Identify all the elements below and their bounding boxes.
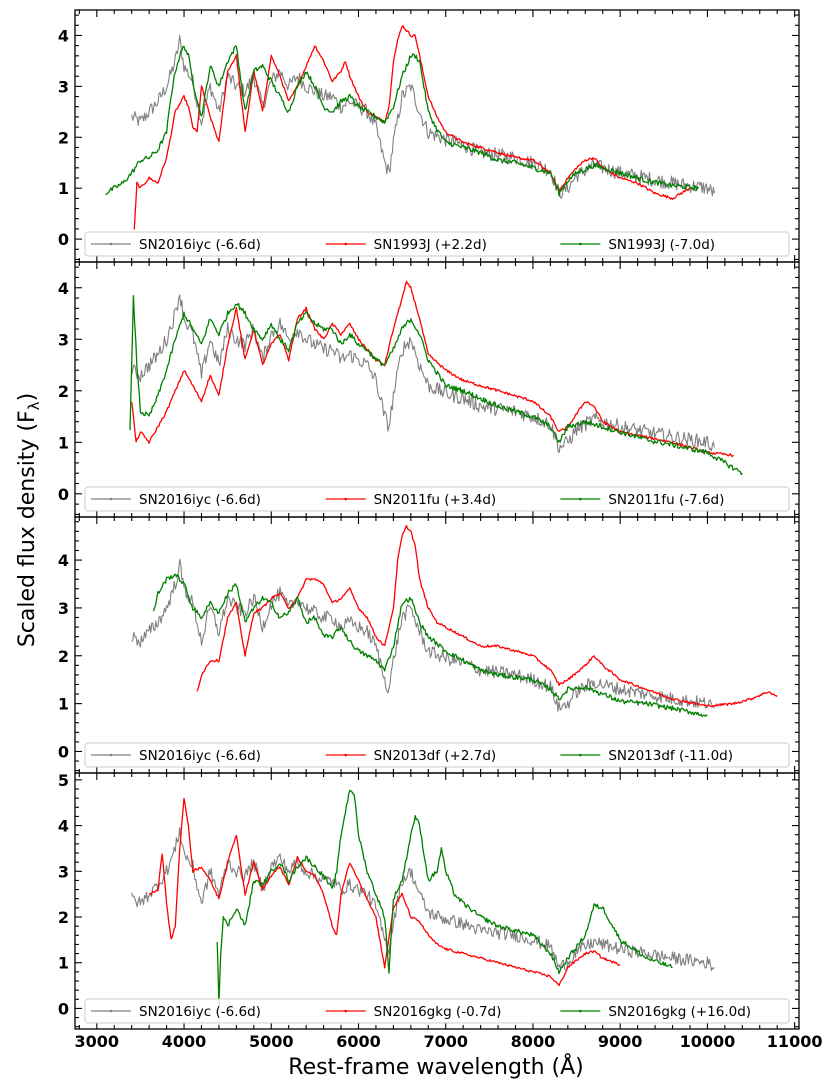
y-tick-label: 3 (58, 77, 69, 96)
y-tick-label: 3 (58, 599, 69, 618)
y-tick-label: 0 (58, 742, 69, 761)
panel-4: 0 1 2 3 4 5 SN2016iyc (-6.6d) SN2016gkg (-0.7d)… (58, 771, 800, 1030)
y-axis-title: Scaled flux density (Fλ) (15, 393, 43, 647)
y-tick-label: 2 (58, 908, 69, 927)
panel-4-x-ticks (78, 773, 796, 1029)
panel-1: 0 1 2 3 4 SN2016iyc (-6.6d) SN1993J (+2.2d) SN1… (58, 9, 800, 263)
panel-4-series (131, 789, 715, 1006)
x-tick-label: 9000 (598, 1032, 643, 1051)
series-line-sn2013df-11-0d (152, 573, 708, 717)
legend-box (84, 486, 790, 512)
legend-marker (109, 242, 113, 246)
y-tick-label: 1 (58, 179, 69, 198)
legend-marker (344, 497, 347, 501)
legend-marker (579, 753, 582, 757)
y-tick-label: 4 (58, 551, 69, 570)
series-line-sn2013df-2-7d (196, 524, 778, 708)
legend-marker (579, 242, 582, 246)
legend-label: SN1993J (+2.2d) (374, 237, 487, 253)
x-tick-label: 7000 (423, 1032, 468, 1051)
legend-box (84, 742, 790, 768)
y-tick-label: 1 (58, 433, 69, 452)
panels-group: 0 1 2 3 4 SN2016iyc (-6.6d) SN1993J (+2.2d) SN1… (58, 9, 800, 1030)
x-tick-label: 11000 (767, 1032, 823, 1051)
panel-3-legend: SN2016iyc (-6.6d) SN2013df (+2.7d) SN2013d… (84, 742, 790, 768)
legend-label: SN2016iyc (-6.6d) (139, 492, 261, 508)
x-axis-ticks: 3000 4000 5000 6000 7000 8000 9000 10000 11000 (75, 1032, 823, 1051)
y-tick-label: 1 (58, 695, 69, 714)
x-tick-label: 8000 (511, 1032, 556, 1051)
series-line-sn1993j-7-0d (105, 45, 700, 197)
panel-1-x-ticks (78, 10, 796, 262)
panel-4-frame (74, 772, 800, 1030)
y-tick-label: 0 (58, 999, 69, 1018)
panel-4-legend: SN2016iyc (-6.6d) SN2016gkg (-0.7d) SN2016… (84, 998, 790, 1024)
x-tick-label: 6000 (336, 1032, 381, 1051)
series-line-sn2011fu-7-6d (129, 294, 743, 476)
panel-2-x-ticks (78, 262, 796, 517)
legend-box (84, 998, 790, 1024)
series-line-sn2016gkg-16-0d (216, 789, 673, 1006)
y-tick-label: 1 (58, 954, 69, 973)
legend-label: SN2016iyc (-6.6d) (139, 1004, 261, 1020)
panel-3-y-axis: 0 1 2 3 4 (58, 521, 799, 772)
x-tick-label: 4000 (162, 1032, 207, 1051)
series-line-sn1993j-2-2d (133, 25, 691, 230)
y-tick-label: 3 (58, 862, 69, 881)
legend-marker (109, 753, 113, 757)
panel-1-legend: SN2016iyc (-6.6d) SN1993J (+2.2d) SN1993J … (84, 231, 790, 257)
panel-3-x-ticks (78, 517, 796, 773)
y-tick-label: 4 (58, 817, 69, 836)
y-tick-label: 2 (58, 128, 69, 147)
legend-marker (109, 497, 113, 501)
series-line-sn2016iyc-6-6d (131, 558, 715, 712)
panel-2-frame (74, 261, 800, 518)
legend-marker (579, 497, 582, 501)
panel-3-series (131, 524, 778, 717)
legend-label: SN2016iyc (-6.6d) (139, 748, 261, 764)
legend-marker (344, 753, 347, 757)
legend-label: SN2011fu (+3.4d) (374, 492, 497, 508)
legend-label: SN2016gkg (+16.0d) (608, 1004, 751, 1020)
series-line-sn2016iyc-6-6d (131, 294, 715, 454)
legend-marker (579, 1009, 582, 1013)
series-line-sn2016iyc-6-6d (131, 35, 715, 199)
y-tick-label: 2 (58, 647, 69, 666)
panel-2-legend: SN2016iyc (-6.6d) SN2011fu (+3.4d) SN2011f… (84, 486, 790, 512)
panel-2-series (129, 280, 743, 476)
legend-marker (109, 1009, 113, 1013)
y-tick-label: 5 (58, 771, 69, 790)
legend-marker (344, 242, 347, 246)
y-tick-label: 3 (58, 330, 69, 349)
y-tick-label: 0 (58, 230, 69, 249)
y-tick-label: 4 (58, 279, 69, 298)
panel-4-y-axis: 0 1 2 3 4 5 (58, 771, 799, 1028)
panel-1-y-axis: 0 1 2 3 4 (58, 14, 799, 261)
panel-2-y-axis: 0 1 2 3 4 (58, 266, 799, 515)
legend-label: SN2011fu (-7.6d) (608, 492, 724, 508)
legend-label: SN2016gkg (-0.7d) (374, 1004, 502, 1020)
x-tick-label: 10000 (680, 1032, 736, 1051)
series-line-sn2016gkg-0-7d (148, 797, 621, 987)
panel-1-series (105, 25, 715, 230)
x-tick-label: 3000 (75, 1032, 120, 1051)
x-axis-title: Rest-frame wavelength (Å) (288, 1053, 583, 1080)
legend-box (84, 231, 790, 257)
legend-label: SN2016iyc (-6.6d) (139, 237, 261, 253)
legend-label: SN1993J (-7.0d) (608, 237, 715, 253)
y-axis-title-subscript: λ (25, 401, 43, 410)
series-line-sn2011fu-3-4d (131, 280, 735, 457)
legend-label: SN2013df (+2.7d) (374, 748, 497, 764)
y-tick-label: 0 (58, 485, 69, 504)
legend-marker (344, 1009, 347, 1013)
series-line-sn2016iyc-6-6d (131, 826, 715, 972)
y-tick-label: 2 (58, 382, 69, 401)
x-tick-label: 5000 (249, 1032, 294, 1051)
legend-label: SN2013df (-11.0d) (608, 748, 733, 764)
y-tick-label: 4 (58, 26, 69, 45)
